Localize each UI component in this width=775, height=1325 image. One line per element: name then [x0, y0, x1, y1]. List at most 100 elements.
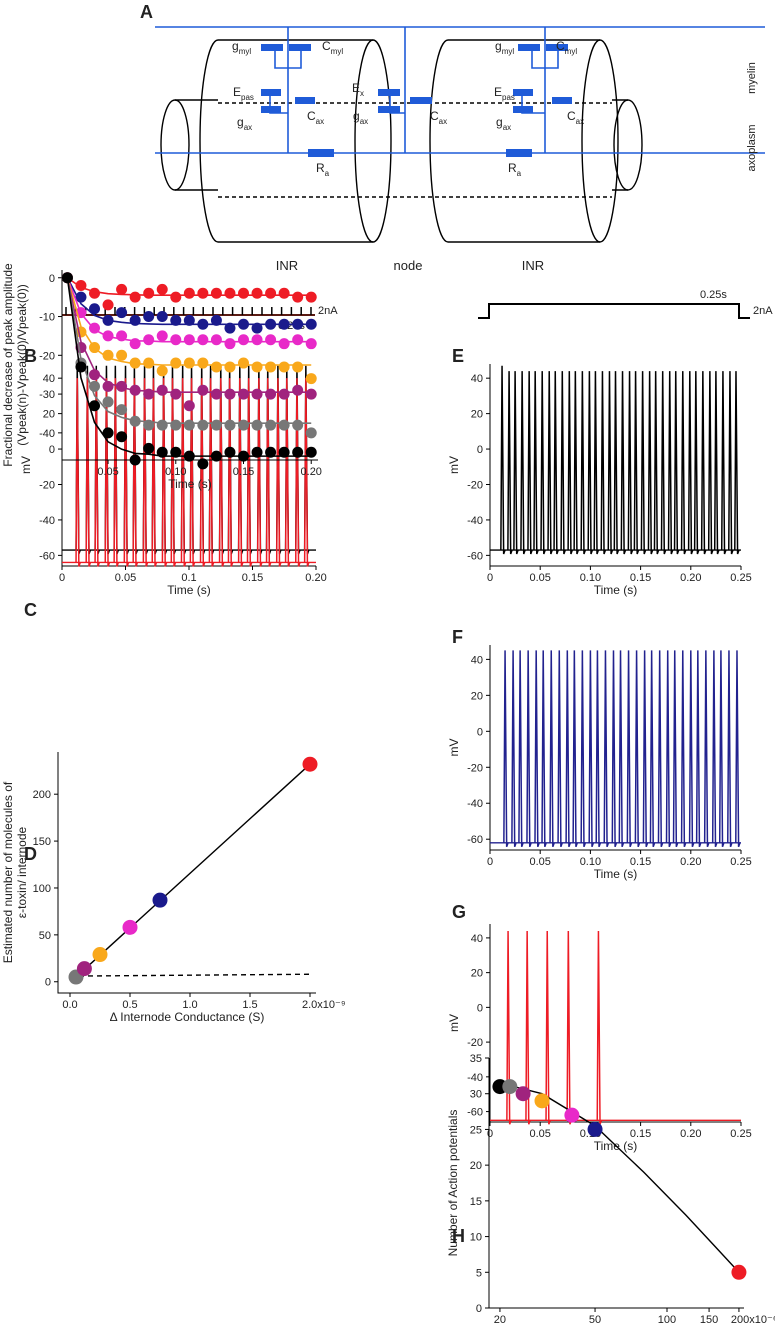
point [534, 1093, 550, 1109]
point [305, 446, 317, 458]
point [156, 283, 168, 295]
symbol-sub: myl [239, 47, 252, 56]
spike [703, 650, 710, 848]
y-tick-label: -60 [467, 834, 483, 846]
spike [700, 371, 707, 555]
symbol-main: g [496, 115, 503, 129]
symbol-label: Cax [567, 109, 584, 126]
fit-line [75, 763, 311, 978]
x-tick-label: 0.05 [115, 572, 136, 584]
point [305, 373, 317, 385]
spike [94, 378, 100, 567]
point [183, 419, 195, 431]
y-tick-label: 20 [471, 690, 483, 702]
point [564, 1107, 580, 1123]
point [116, 380, 128, 392]
symbol-label: gax [496, 115, 511, 132]
side-label: axoplasm [746, 124, 758, 171]
spike [567, 371, 574, 555]
fit-line [66, 277, 312, 366]
point [278, 287, 290, 299]
y-tick-label: 200 [33, 789, 51, 801]
spike [525, 930, 531, 1125]
x-tick-label: 0.05 [529, 572, 550, 584]
spike [284, 378, 291, 567]
spike [104, 378, 111, 567]
point [265, 446, 277, 458]
axis-line [57, 752, 316, 994]
point [302, 756, 318, 772]
spike [303, 378, 310, 567]
point [251, 361, 263, 373]
y-tick-label: -20 [467, 479, 483, 491]
spike [587, 371, 594, 555]
panel-letter: F [452, 627, 463, 647]
point [210, 334, 222, 346]
symbol-main: C [556, 39, 565, 53]
point [143, 287, 155, 299]
symbol-sub: myl [565, 47, 578, 56]
spike [170, 378, 177, 567]
spike [649, 650, 656, 848]
y-tick-label: -20 [467, 1037, 483, 1049]
point [210, 419, 222, 431]
point [305, 427, 317, 439]
symbol-main: C [567, 109, 576, 123]
y-tick-label: 40 [471, 373, 483, 385]
panel-letter: A [140, 2, 153, 22]
point [224, 419, 236, 431]
symbol-main: g [237, 115, 244, 129]
y-tick-label: 20 [471, 968, 483, 980]
point [292, 419, 304, 431]
y-tick-label: 0 [49, 273, 55, 285]
chart: E -60 -40 -20 0 20 40 0 0.05 0.10 0.15 0.20 0.25 Time… [447, 346, 752, 597]
spike [533, 371, 539, 555]
symbol-main: E [494, 85, 502, 99]
point [265, 419, 277, 431]
spike [595, 650, 602, 848]
point [515, 1086, 531, 1102]
point [76, 961, 92, 977]
x-tick-label: 0.25 [730, 856, 751, 868]
x-tick-label: 0.15 [630, 1128, 651, 1140]
spike [720, 371, 727, 555]
y-tick-label: -40 [467, 798, 483, 810]
point [265, 287, 277, 299]
x-tick-label: 0.15 [242, 572, 263, 584]
point [278, 419, 290, 431]
point [224, 338, 236, 350]
y-tick-label: 0 [49, 444, 55, 456]
point [183, 357, 195, 369]
spike [600, 371, 607, 555]
spike [123, 378, 130, 567]
point [197, 334, 209, 346]
spike [527, 371, 533, 555]
point [238, 357, 250, 369]
point [170, 314, 182, 326]
point [143, 357, 155, 369]
chart: D 0 50 100 150 200 0.0 0.5 1.0 1.5 2.0x10⁻⁹ Δ Inter… [1, 752, 346, 1024]
x-tick-label: 50 [589, 1314, 601, 1325]
y-tick-label: 0 [45, 977, 51, 989]
spike [588, 650, 595, 848]
spike [711, 650, 718, 848]
point [210, 314, 222, 326]
point [122, 919, 138, 935]
point [116, 283, 128, 295]
spike [218, 378, 225, 567]
stim-label: 2nA [318, 305, 338, 317]
symbol-sub: ax [316, 117, 324, 126]
y-tick-label: -60 [467, 550, 483, 562]
point [116, 307, 128, 319]
stimulus: 2nA 0.20s 0.25s 2nA [62, 289, 773, 332]
spike [647, 371, 654, 555]
point [156, 330, 168, 342]
point [89, 303, 101, 315]
point [143, 442, 155, 454]
point [102, 299, 114, 311]
fit-line [66, 277, 312, 424]
spike [547, 371, 553, 555]
spike [518, 650, 524, 848]
point [224, 287, 236, 299]
